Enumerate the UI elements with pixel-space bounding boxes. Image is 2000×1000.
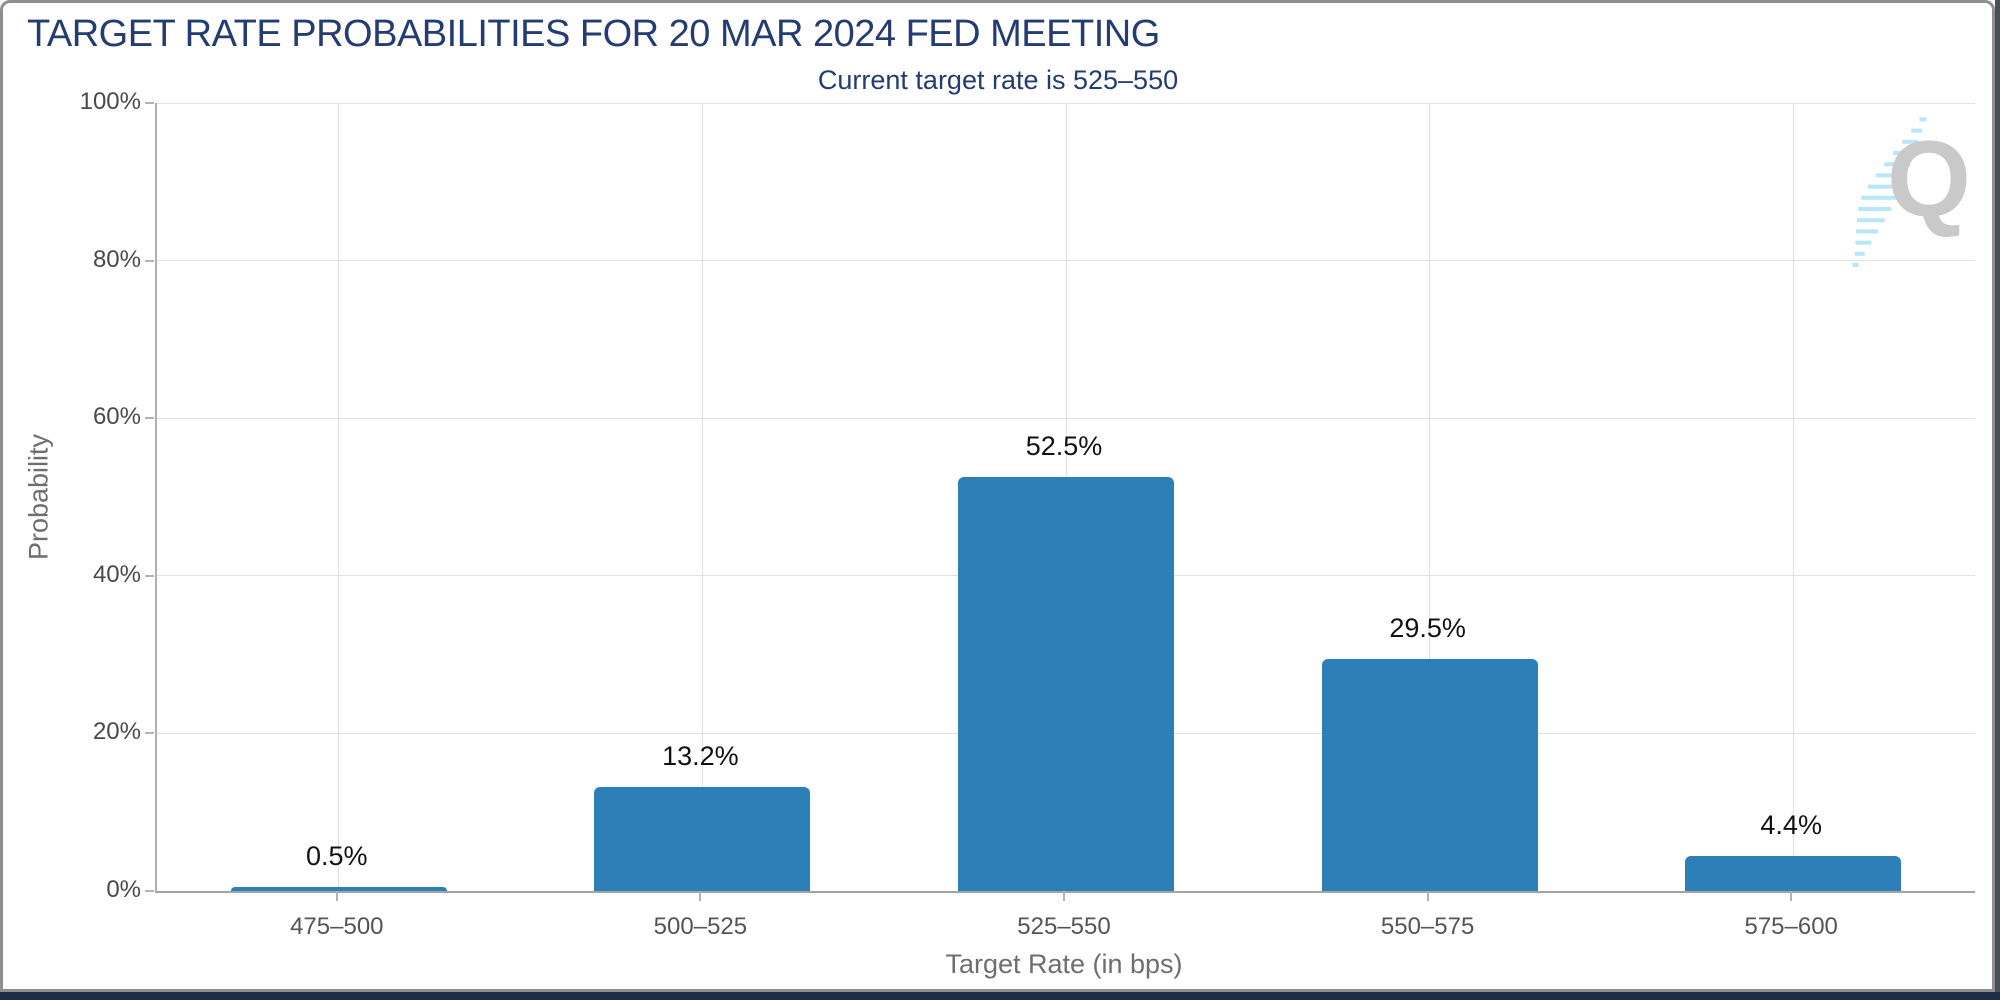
x-gridline — [338, 103, 340, 891]
window-bottom-edge — [0, 992, 2000, 1000]
x-gridline — [1792, 103, 1794, 891]
x-tick-mark — [1790, 891, 1793, 901]
bar[interactable] — [1685, 856, 1902, 891]
plot-area — [155, 102, 1975, 893]
bar-value-label: 4.4% — [1760, 810, 1822, 841]
y-tick-label: 40% — [92, 560, 141, 588]
y-tick-mark — [145, 890, 154, 892]
y-tick-mark — [145, 732, 154, 735]
window-right-edge — [1995, 0, 2000, 1000]
x-tick-label: 475–500 — [290, 913, 384, 940]
y-tick-mark — [145, 417, 154, 420]
bar-value-label: 29.5% — [1389, 612, 1466, 643]
bar[interactable] — [594, 786, 811, 891]
x-tick-label: 500–525 — [653, 913, 748, 940]
y-tick-mark — [145, 102, 154, 104]
y-tick-label: 20% — [92, 718, 141, 746]
bar[interactable] — [1321, 658, 1538, 891]
y-tick-mark — [145, 574, 154, 577]
bar[interactable] — [958, 477, 1174, 891]
x-tick-label: 525–550 — [1017, 913, 1111, 940]
x-tick-mark — [335, 891, 338, 901]
quikstrike-watermark-logo: Q — [1839, 99, 1979, 277]
y-tick-label: 80% — [92, 245, 141, 273]
x-tick-label: 575–600 — [1744, 913, 1838, 940]
y-tick-label: 100% — [79, 88, 141, 115]
x-gridline — [701, 103, 703, 891]
bar-value-label: 52.5% — [1025, 431, 1103, 462]
x-tick-mark — [699, 891, 702, 901]
chart-title: TARGET RATE PROBABILITIES FOR 20 MAR 202… — [27, 13, 1160, 55]
bar[interactable] — [230, 887, 447, 891]
x-tick-mark — [1426, 891, 1429, 901]
x-tick-label: 550–575 — [1380, 913, 1475, 940]
y-tick-mark — [145, 259, 154, 262]
x-axis-title: Target Rate (in bps) — [945, 949, 1183, 979]
y-axis-title: Probability — [23, 433, 54, 561]
watermark-q-letter: Q — [1887, 118, 1972, 239]
bar-value-label: 13.2% — [662, 740, 739, 771]
chart-subtitle: Current target rate is 525–550 — [817, 65, 1179, 95]
bar-value-label: 0.5% — [306, 841, 368, 872]
y-tick-label: 0% — [106, 876, 141, 903]
x-tick-mark — [1063, 891, 1065, 901]
x-gridline — [1429, 103, 1431, 891]
watermark-streak-icon — [1852, 117, 1927, 267]
y-tick-label: 60% — [92, 403, 141, 431]
